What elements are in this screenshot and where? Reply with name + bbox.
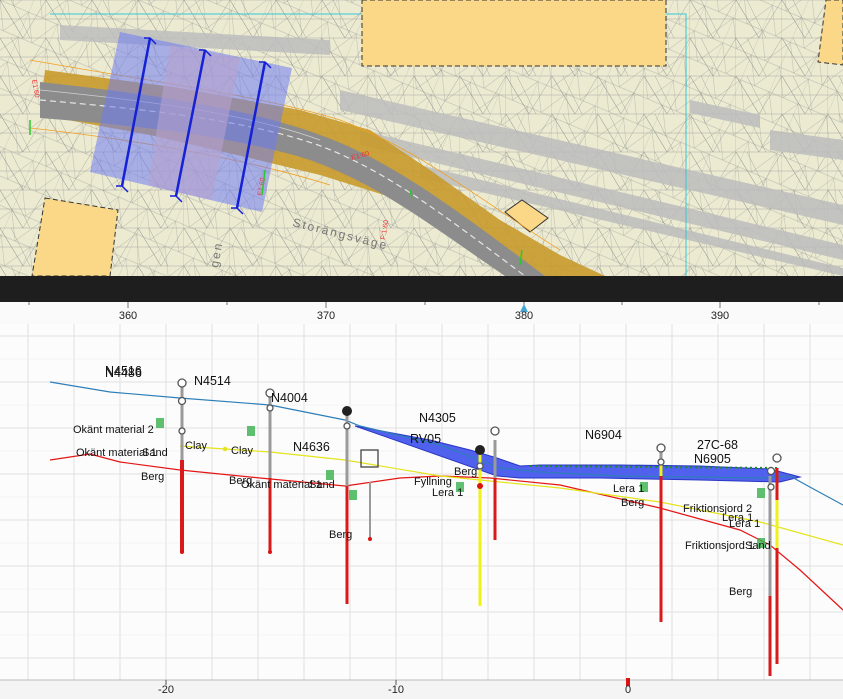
borehole-id: 27C-68 <box>697 438 738 452</box>
boundary-line <box>50 13 687 276</box>
zero-marker <box>626 678 630 686</box>
street-name-label-2: gen <box>207 240 225 268</box>
clay-boundary-line <box>179 445 843 546</box>
svg-text:F:1:60: F:1:60 <box>380 219 390 240</box>
sample-box <box>360 449 379 468</box>
material-label: Lera 1 <box>729 518 760 530</box>
svg-text:E1:60: E1:60 <box>30 79 40 98</box>
borehole-filled-head <box>342 406 352 416</box>
borehole-id: N4516 <box>105 364 142 378</box>
material-label: Lera 1 <box>722 512 753 524</box>
material-label: Okänt material 2 <box>73 424 154 436</box>
current-station-marker <box>520 304 528 312</box>
material-label: Berg <box>229 475 252 487</box>
material-label: Berg <box>141 471 164 483</box>
material-label: Sand <box>309 479 335 491</box>
material-label: Lera 1 <box>613 483 644 495</box>
grid <box>0 324 843 680</box>
sample-markers <box>156 418 765 548</box>
green-marks <box>29 120 523 266</box>
material-label: Fyllning <box>414 476 452 488</box>
building <box>361 0 667 67</box>
borehole-id: N6904 <box>585 428 622 442</box>
borehole-id: RV05 <box>410 432 441 446</box>
material-label: Friktionsjord 2 <box>683 503 752 515</box>
terrain-line <box>49 381 843 506</box>
borehole-id: N4514 <box>194 374 231 388</box>
borehole-id: N6905 <box>694 452 731 466</box>
material-label: Berg <box>329 529 352 541</box>
rail-tracks <box>60 25 843 276</box>
building <box>817 0 843 66</box>
plan-view-map[interactable]: E1:60 E1:60 E1:60 F:1:60 Storängsväge ge… <box>0 0 843 276</box>
svg-text:E1:60: E1:60 <box>257 177 267 196</box>
material-label: Sand <box>142 447 168 459</box>
material-label: Lera 1 <box>432 487 463 499</box>
borehole-id: N4004 <box>271 391 308 405</box>
section-overlay <box>90 32 292 215</box>
building <box>31 197 119 276</box>
ruler-ticks <box>28 302 820 312</box>
view-divider <box>0 276 843 302</box>
station-marks: E1:60 E1:60 E1:60 F:1:60 <box>30 79 390 240</box>
material-label: Berg <box>729 586 752 598</box>
ruler-tick-label: 370 <box>316 310 336 322</box>
x-axis-tick-label: 0 <box>624 684 632 696</box>
x-axis-tick-label: -10 <box>388 684 404 696</box>
material-label: Okänt material 1 <box>76 447 157 459</box>
x-axis-tick-label: -20 <box>158 684 174 696</box>
material-label: Sand <box>745 540 771 552</box>
borehole-id-overlay: N4486 <box>105 366 142 380</box>
material-label: Okänt material 1 <box>241 479 322 491</box>
station-ruler[interactable]: 360 370 380 390 <box>0 302 843 325</box>
borehole-heads <box>177 378 782 491</box>
svg-text:E1:60: E1:60 <box>351 150 371 162</box>
ruler-tick-label: 380 <box>514 310 534 322</box>
material-label: Friktionsjord 1 <box>685 540 754 552</box>
material-label: Clay <box>185 440 208 452</box>
borehole-id: N4636 <box>293 440 330 454</box>
borehole-rods <box>180 384 779 676</box>
ruler-tick-label: 360 <box>118 310 138 322</box>
section-profile-view[interactable]: N4486 N4516 N4514 N4004 N4636 N4305 RV05… <box>0 324 843 699</box>
ruler-tick-label: 390 <box>710 310 730 322</box>
material-label: Berg <box>454 466 477 478</box>
borehole-id: N4305 <box>419 411 456 425</box>
material-label: Clay <box>231 445 254 457</box>
material-label: Berg <box>621 497 644 509</box>
borehole-filled-head <box>475 445 485 455</box>
